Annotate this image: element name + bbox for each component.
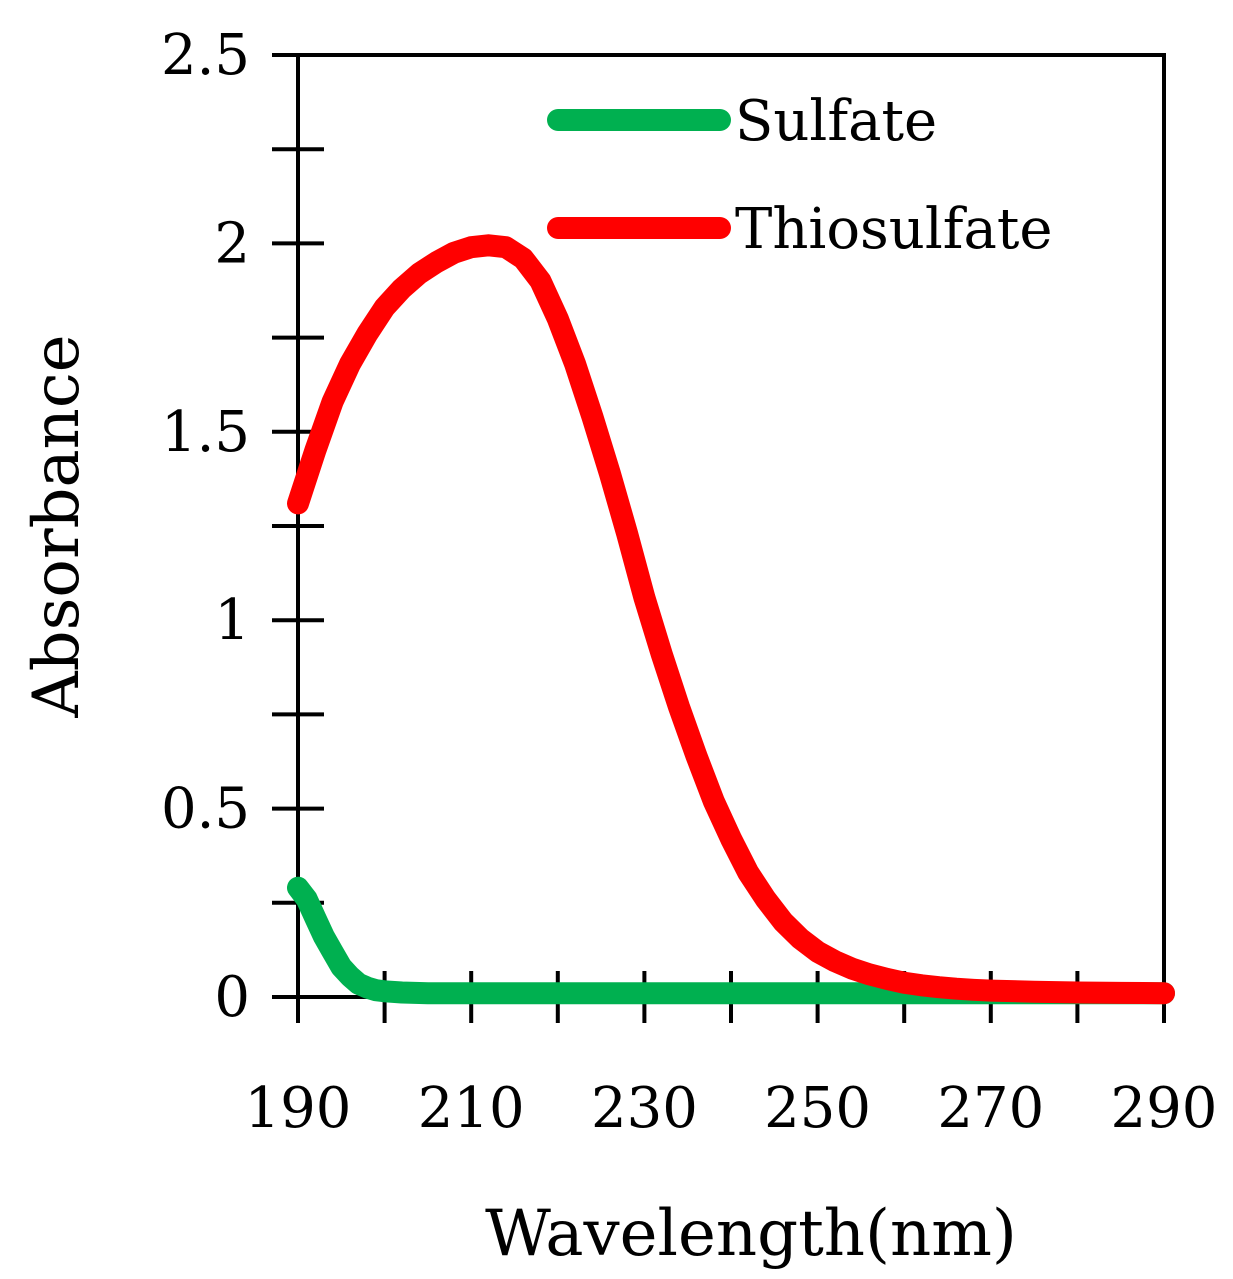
- x-tick-label: 290: [1111, 1076, 1218, 1141]
- y-axis-ticks: 0 0.5 1 1.5 2 2.5: [161, 23, 324, 1030]
- x-tick-label: 250: [764, 1076, 871, 1141]
- x-tick-label: 270: [937, 1076, 1044, 1141]
- y-axis-title: Absorbance: [20, 334, 94, 718]
- series-line-sulfate: [287, 876, 1175, 1005]
- x-axis-title: Wavelength(nm): [485, 1197, 1017, 1271]
- series-layer: [287, 234, 1175, 1005]
- legend: Sulfate Thiosulfate: [547, 89, 1053, 262]
- x-tick-label: 230: [591, 1076, 698, 1141]
- y-tick-label: 1.5: [161, 400, 250, 465]
- y-tick-label: 0: [214, 965, 250, 1030]
- legend-label-sulfate: Sulfate: [735, 89, 937, 154]
- y-tick-label: 1: [214, 588, 250, 653]
- y-tick-label: 2.5: [161, 23, 250, 88]
- series-line-thiosulfate: [287, 234, 1175, 1005]
- x-tick-label: 210: [418, 1076, 525, 1141]
- y-tick-label: 2: [214, 211, 250, 276]
- y-tick-label: 0.5: [161, 777, 250, 842]
- x-tick-label: 190: [245, 1076, 352, 1141]
- legend-label-thiosulfate: Thiosulfate: [735, 197, 1053, 262]
